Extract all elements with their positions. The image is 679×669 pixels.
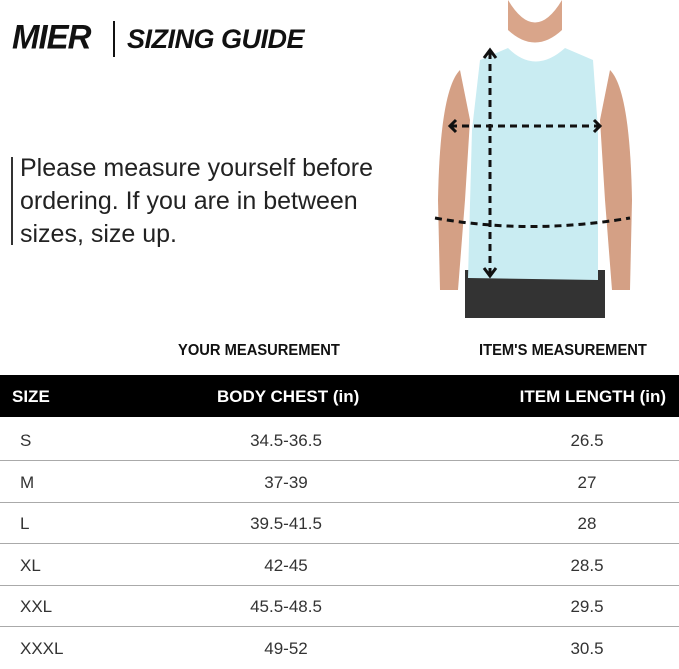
table-row: L 39.5-41.5 28 [0, 502, 679, 545]
chest-cell: 49-52 [264, 639, 308, 658]
table-row: S 34.5-36.5 26.5 [0, 419, 679, 461]
table-row: XXXL 49-52 30.5 [0, 627, 679, 669]
header-body-chest: BODY CHEST (in) [217, 387, 360, 406]
table-header: SIZE BODY CHEST (in) ITEM LENGTH (in) [0, 375, 679, 417]
size-cell: M [20, 472, 35, 492]
length-cell: 29.5 [570, 597, 604, 617]
chest-cell: 45.5-48.5 [250, 597, 322, 617]
length-cell: 26.5 [570, 431, 604, 450]
chest-cell: 42-45 [264, 555, 308, 575]
length-cell: 28 [577, 514, 597, 534]
table-row: M 37-39 27 [0, 461, 679, 503]
page-title: SIZING GUIDE [127, 24, 305, 54]
table-row: XL 42-45 28.5 [0, 544, 679, 586]
divider [113, 21, 115, 57]
length-cell: 27 [577, 472, 597, 492]
chest-cell: 39.5-41.5 [250, 514, 322, 534]
chest-cell: 37-39 [264, 472, 308, 492]
note-accent-line [11, 157, 13, 245]
model-measurement-image [434, 0, 632, 318]
your-measurement-label: YOUR MEASUREMENT [178, 342, 340, 359]
length-cell: 28.5 [570, 555, 604, 575]
size-cell: L [20, 514, 30, 534]
size-cell: XL [20, 555, 41, 575]
length-cell: 30.5 [570, 639, 604, 658]
header-item-length: ITEM LENGTH (in) [519, 387, 666, 406]
size-cell: XXL [20, 597, 53, 617]
size-cell: S [20, 431, 32, 450]
measure-note: Please measure yourself before ordering.… [20, 154, 373, 248]
table-row: XXL 45.5-48.5 29.5 [0, 585, 679, 628]
chest-cell: 34.5-36.5 [250, 431, 322, 450]
header-size: SIZE [12, 387, 50, 406]
size-cell: XXXL [20, 639, 64, 658]
item-measurement-label: ITEM'S MEASUREMENT [479, 342, 647, 359]
brand-logo: MIER [12, 17, 91, 56]
